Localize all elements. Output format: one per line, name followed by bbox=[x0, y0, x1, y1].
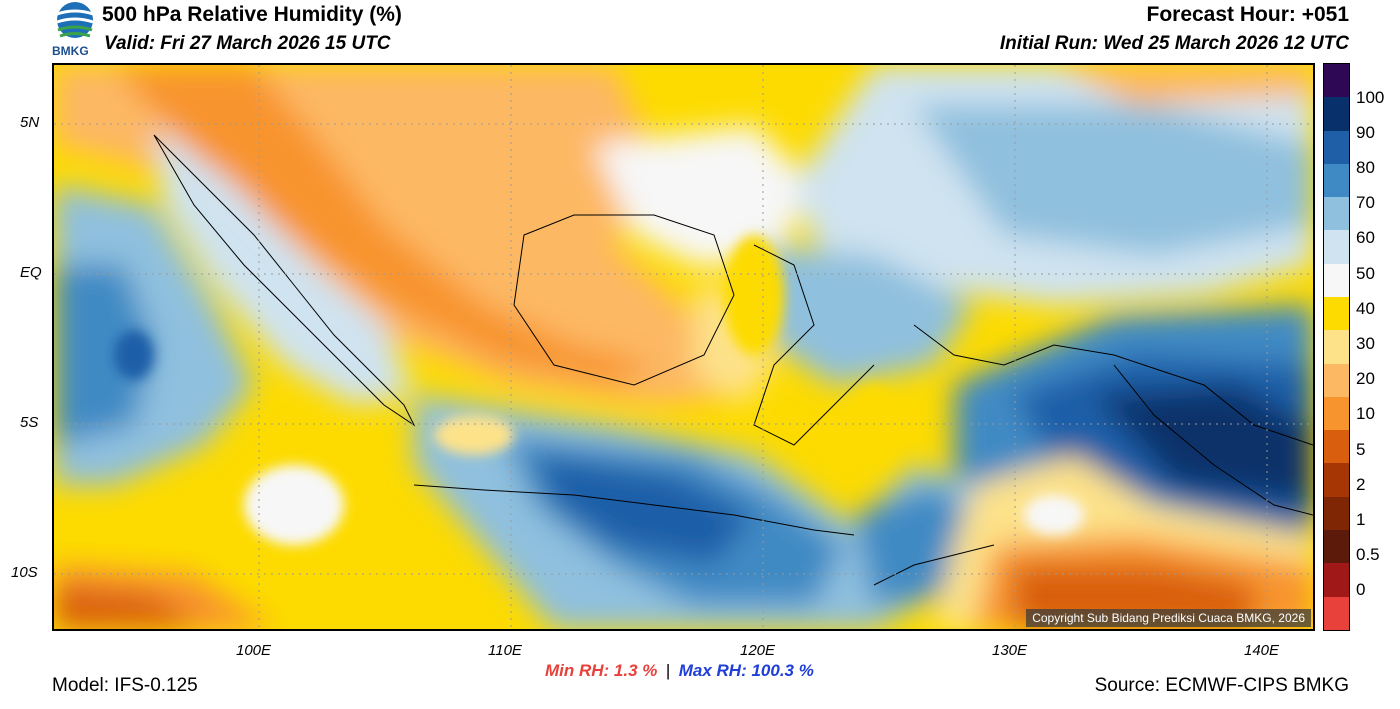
lat-label-5n: 5N bbox=[20, 114, 40, 131]
colorbar-segment bbox=[1324, 596, 1349, 630]
logo-text: BMKG bbox=[52, 44, 89, 58]
cb-label-10: 10 bbox=[1356, 404, 1375, 423]
colorbar-segment bbox=[1324, 130, 1349, 164]
colorbar-segment bbox=[1324, 529, 1349, 564]
initial-run: Initial Run: Wed 25 March 2026 12 UTC bbox=[999, 33, 1349, 54]
colorbar-segment bbox=[1324, 430, 1349, 464]
lat-label-eq: EQ bbox=[20, 264, 42, 281]
colorbar-segment bbox=[1324, 563, 1349, 597]
copyright-notice: Copyright Sub Bidang Prediksi Cuaca BMKG… bbox=[1026, 609, 1311, 627]
cb-label-0: 0 bbox=[1356, 580, 1366, 599]
cb-label-50: 50 bbox=[1356, 264, 1375, 283]
cb-label-30: 30 bbox=[1356, 334, 1375, 353]
colorbar-segment bbox=[1324, 463, 1349, 497]
colorbar-segment bbox=[1324, 296, 1349, 331]
coastlines bbox=[153, 134, 1313, 586]
cb-label-2: 2 bbox=[1356, 475, 1366, 494]
colorbar-segment bbox=[1324, 363, 1349, 397]
max-rh: Max RH: 100.3 % bbox=[678, 661, 814, 680]
min-rh: Min RH: 1.3 % bbox=[545, 661, 658, 680]
cb-label-20: 20 bbox=[1356, 369, 1375, 388]
colorbar-segment bbox=[1324, 163, 1349, 198]
rh-stats: Min RH: 1.3 % | Max RH: 100.3 % bbox=[545, 661, 814, 681]
lon-label-110e: 110E bbox=[488, 642, 522, 659]
stat-separator: | bbox=[665, 661, 671, 680]
bmkg-logo: BMKG bbox=[52, 0, 98, 60]
cb-label-80: 80 bbox=[1356, 158, 1375, 177]
colorbar-segment bbox=[1324, 64, 1349, 98]
forecast-hour: Forecast Hour: +051 bbox=[1146, 3, 1350, 26]
model-label: Model: IFS-0.125 bbox=[52, 675, 198, 696]
map-panel: Copyright Sub Bidang Prediksi Cuaca BMKG… bbox=[52, 63, 1315, 631]
lat-label-5s: 5S bbox=[20, 414, 39, 431]
lon-label-100e: 100E bbox=[236, 642, 272, 659]
colorbar-segment bbox=[1324, 263, 1349, 297]
lon-label-120e: 120E bbox=[740, 642, 776, 659]
colorbar-segment bbox=[1324, 230, 1349, 264]
graticule bbox=[54, 65, 1313, 629]
colorbar-segment bbox=[1324, 330, 1349, 364]
colorbar-segment bbox=[1324, 496, 1349, 530]
humidity-field bbox=[54, 65, 1313, 629]
cb-label-60: 60 bbox=[1356, 228, 1375, 247]
cb-label-40: 40 bbox=[1356, 299, 1375, 318]
colorbar-segment bbox=[1324, 396, 1349, 431]
cb-label-90: 90 bbox=[1356, 123, 1375, 142]
lon-label-140e: 140E bbox=[1244, 642, 1280, 659]
cb-label-70: 70 bbox=[1356, 193, 1375, 212]
colorbar-segment bbox=[1324, 97, 1349, 131]
chart-title: 500 hPa Relative Humidity (%) bbox=[102, 3, 402, 26]
lat-label-10s: 10S bbox=[11, 564, 38, 581]
cb-label-1: 1 bbox=[1356, 510, 1366, 529]
valid-time: Valid: Fri 27 March 2026 15 UTC bbox=[104, 33, 391, 54]
colorbar-segment bbox=[1324, 197, 1349, 231]
lon-label-130e: 130E bbox=[992, 642, 1028, 659]
colorbar bbox=[1323, 63, 1350, 631]
cb-label-100: 100 bbox=[1356, 88, 1385, 107]
colorbar-labels: 100 90 80 70 60 50 40 30 20 10 5 2 1 0.5… bbox=[1356, 0, 1400, 700]
cb-label-5: 5 bbox=[1356, 440, 1366, 459]
humidity-contours bbox=[54, 65, 1313, 629]
humidity-detail bbox=[114, 235, 1084, 545]
cb-label-0-5: 0.5 bbox=[1356, 545, 1380, 564]
source-label: Source: ECMWF-CIPS BMKG bbox=[1094, 675, 1349, 696]
